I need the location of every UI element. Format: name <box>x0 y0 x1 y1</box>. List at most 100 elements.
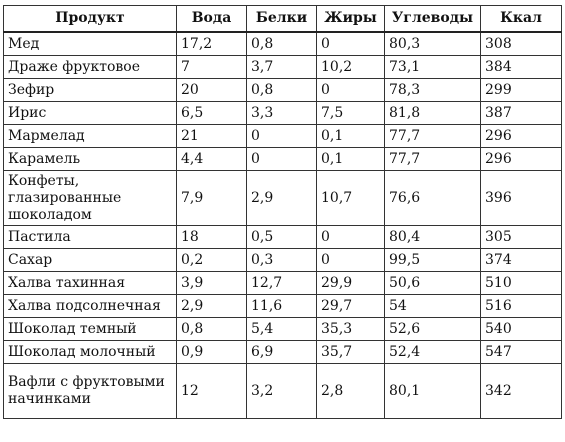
table-row: Сахар 0,2 0,3 0 99,5 374 <box>3 248 562 272</box>
table-row: Шоколад молочный 0,9 6,9 35,7 52,4 547 <box>3 340 562 364</box>
table-row: Ирис 6,5 3,3 7,5 81,8 387 <box>3 101 562 125</box>
cell-protein: 3,2 <box>246 363 317 419</box>
cell-carbs: 76,6 <box>384 170 481 226</box>
table-row: Халва подсолнечная 2,9 11,6 29,7 54 516 <box>3 294 562 318</box>
cell-water: 4,4 <box>176 147 247 171</box>
cell-fat: 10,2 <box>316 55 385 79</box>
cell-protein: 3,3 <box>246 101 317 125</box>
cell-protein: 0,8 <box>246 78 317 102</box>
header-row: Продукт Вода Белки Жиры Углеводы Ккал <box>3 5 562 33</box>
cell-fat: 35,3 <box>316 317 385 341</box>
header-fat: Жиры <box>316 5 385 33</box>
nutrition-table: Продукт Вода Белки Жиры Углеводы Ккал Ме… <box>3 5 562 419</box>
cell-product: Зефир <box>3 78 177 102</box>
cell-product: Конфеты, глазированные шоколадом <box>3 170 177 226</box>
table-row: Мед 17,2 0,8 0 80,3 308 <box>3 31 562 56</box>
cell-kcal: 516 <box>480 294 562 318</box>
nutrition-table-container: Продукт Вода Белки Жиры Углеводы Ккал Ме… <box>3 5 562 419</box>
cell-product: Драже фруктовое <box>3 55 177 79</box>
cell-product: Халва подсолнечная <box>3 294 177 318</box>
cell-kcal: 342 <box>480 363 562 419</box>
cell-fat: 29,7 <box>316 294 385 318</box>
table-row: Конфеты, глазированные шоколадом 7,9 2,9… <box>3 170 562 226</box>
cell-fat: 35,7 <box>316 340 385 364</box>
table-row: Халва тахинная 3,9 12,7 29,9 50,6 510 <box>3 271 562 295</box>
table-row: Шоколад темный 0,8 5,4 35,3 52,6 540 <box>3 317 562 341</box>
table-body: Мед 17,2 0,8 0 80,3 308 Драже фруктовое … <box>3 31 562 419</box>
cell-water: 2,9 <box>176 294 247 318</box>
cell-carbs: 80,1 <box>384 363 481 419</box>
cell-carbs: 52,4 <box>384 340 481 364</box>
cell-water: 7,9 <box>176 170 247 226</box>
cell-fat: 7,5 <box>316 101 385 125</box>
cell-carbs: 52,6 <box>384 317 481 341</box>
cell-water: 7 <box>176 55 247 79</box>
cell-carbs: 81,8 <box>384 101 481 125</box>
cell-protein: 3,7 <box>246 55 317 79</box>
table-row: Вафли с фруктовыми начинками 12 3,2 2,8 … <box>3 363 562 419</box>
cell-product: Карамель <box>3 147 177 171</box>
cell-product: Ирис <box>3 101 177 125</box>
cell-product: Шоколад темный <box>3 317 177 341</box>
cell-product: Пастила <box>3 225 177 249</box>
header-kcal: Ккал <box>480 5 562 33</box>
cell-kcal: 396 <box>480 170 562 226</box>
cell-product: Вафли с фруктовыми начинками <box>3 363 177 419</box>
cell-fat: 0 <box>316 78 385 102</box>
cell-kcal: 296 <box>480 147 562 171</box>
cell-kcal: 374 <box>480 248 562 272</box>
cell-water: 12 <box>176 363 247 419</box>
cell-kcal: 308 <box>480 31 562 56</box>
cell-fat: 10,7 <box>316 170 385 226</box>
cell-water: 6,5 <box>176 101 247 125</box>
cell-fat: 2,8 <box>316 363 385 419</box>
cell-water: 0,2 <box>176 248 247 272</box>
cell-kcal: 296 <box>480 124 562 148</box>
cell-protein: 12,7 <box>246 271 317 295</box>
cell-carbs: 80,3 <box>384 31 481 56</box>
cell-kcal: 540 <box>480 317 562 341</box>
cell-water: 21 <box>176 124 247 148</box>
cell-protein: 0,5 <box>246 225 317 249</box>
cell-protein: 2,9 <box>246 170 317 226</box>
cell-protein: 11,6 <box>246 294 317 318</box>
table-row: Пастила 18 0,5 0 80,4 305 <box>3 225 562 249</box>
header-carbs: Углеводы <box>384 5 481 33</box>
cell-carbs: 77,7 <box>384 147 481 171</box>
cell-water: 17,2 <box>176 31 247 56</box>
cell-product: Сахар <box>3 248 177 272</box>
cell-carbs: 73,1 <box>384 55 481 79</box>
cell-carbs: 54 <box>384 294 481 318</box>
cell-water: 3,9 <box>176 271 247 295</box>
table-row: Карамель 4,4 0 0,1 77,7 296 <box>3 147 562 171</box>
cell-carbs: 78,3 <box>384 78 481 102</box>
cell-fat: 29,9 <box>316 271 385 295</box>
cell-protein: 0,8 <box>246 31 317 56</box>
cell-water: 18 <box>176 225 247 249</box>
cell-protein: 6,9 <box>246 340 317 364</box>
cell-fat: 0 <box>316 248 385 272</box>
cell-water: 20 <box>176 78 247 102</box>
cell-kcal: 510 <box>480 271 562 295</box>
cell-product: Мармелад <box>3 124 177 148</box>
cell-kcal: 387 <box>480 101 562 125</box>
cell-fat: 0,1 <box>316 124 385 148</box>
table-row: Мармелад 21 0 0,1 77,7 296 <box>3 124 562 148</box>
cell-product: Мед <box>3 31 177 56</box>
cell-carbs: 80,4 <box>384 225 481 249</box>
cell-protein: 0 <box>246 124 317 148</box>
cell-kcal: 305 <box>480 225 562 249</box>
cell-carbs: 77,7 <box>384 124 481 148</box>
cell-carbs: 50,6 <box>384 271 481 295</box>
cell-carbs: 99,5 <box>384 248 481 272</box>
header-product: Продукт <box>3 5 177 33</box>
header-water: Вода <box>176 5 247 33</box>
cell-kcal: 384 <box>480 55 562 79</box>
table-row: Драже фруктовое 7 3,7 10,2 73,1 384 <box>3 55 562 79</box>
table-header: Продукт Вода Белки Жиры Углеводы Ккал <box>3 5 562 33</box>
cell-fat: 0,1 <box>316 147 385 171</box>
cell-kcal: 299 <box>480 78 562 102</box>
header-protein: Белки <box>246 5 317 33</box>
cell-kcal: 547 <box>480 340 562 364</box>
table-row: Зефир 20 0,8 0 78,3 299 <box>3 78 562 102</box>
